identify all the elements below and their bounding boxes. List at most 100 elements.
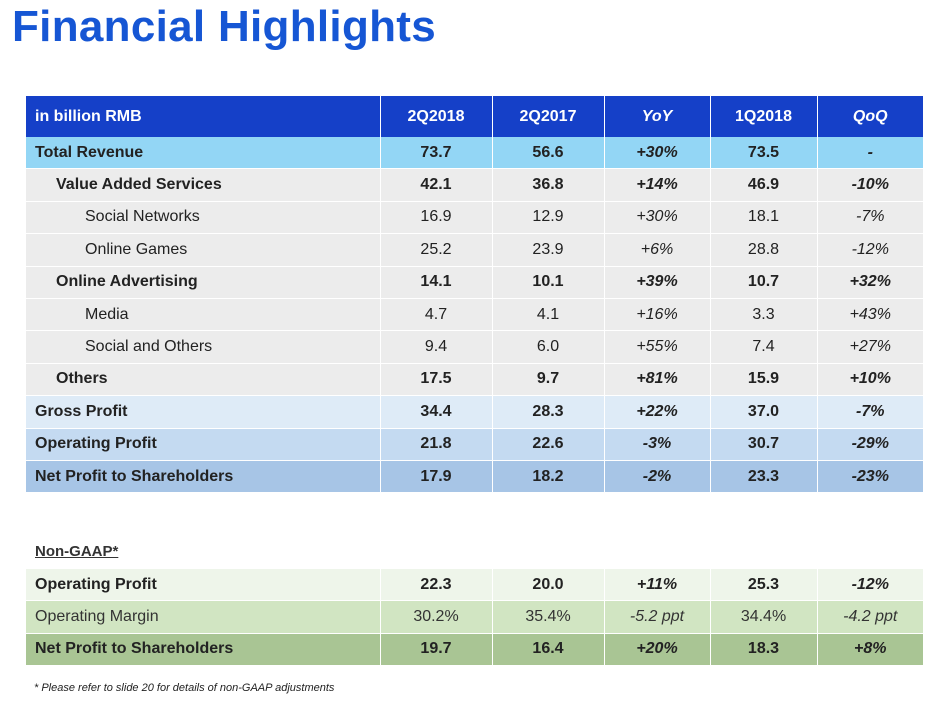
cell-yoy: -2% bbox=[604, 460, 711, 494]
financial-highlights-table: in billion RMB 2Q2018 2Q2017 YoY 1Q2018 … bbox=[26, 96, 923, 494]
cell-2q2018: 9.4 bbox=[380, 330, 493, 364]
cell-1q2018: 7.4 bbox=[710, 330, 818, 364]
row-label: Value Added Services bbox=[26, 168, 381, 202]
cell-qoq: +32% bbox=[817, 266, 923, 299]
cell-1q2018: 18.3 bbox=[710, 633, 818, 667]
header-2q2018: 2Q2018 bbox=[380, 96, 493, 137]
cell-2q2018: 22.3 bbox=[380, 569, 493, 602]
cell-yoy: +16% bbox=[604, 298, 711, 332]
cell-qoq: +8% bbox=[817, 633, 923, 667]
row-online-advertising: Online Advertising 14.1 10.1 +39% 10.7 +… bbox=[26, 266, 923, 299]
row-label: Operating Profit bbox=[26, 428, 381, 461]
cell-yoy: +30% bbox=[604, 201, 711, 235]
cell-2q2018: 25.2 bbox=[380, 233, 493, 267]
cell-2q2017: 4.1 bbox=[492, 298, 605, 332]
cell-1q2018: 3.3 bbox=[710, 298, 818, 332]
row-label: Online Games bbox=[26, 233, 381, 267]
cell-1q2018: 46.9 bbox=[710, 168, 818, 202]
cell-2q2017: 10.1 bbox=[492, 266, 605, 299]
cell-2q2017: 56.6 bbox=[492, 137, 605, 170]
cell-2q2017: 20.0 bbox=[492, 569, 605, 602]
cell-1q2018: 25.3 bbox=[710, 569, 818, 602]
cell-2q2018: 16.9 bbox=[380, 201, 493, 235]
cell-1q2018: 37.0 bbox=[710, 395, 818, 429]
cell-2q2018: 14.1 bbox=[380, 266, 493, 299]
cell-yoy: -3% bbox=[604, 428, 711, 461]
row-ng-net-profit: Net Profit to Shareholders 19.7 16.4 +20… bbox=[26, 633, 923, 667]
cell-2q2017: 22.6 bbox=[492, 428, 605, 461]
header-yoy: YoY bbox=[604, 96, 711, 137]
cell-yoy: +55% bbox=[604, 330, 711, 364]
cell-2q2017: 35.4% bbox=[492, 600, 605, 634]
cell-2q2018: 42.1 bbox=[380, 168, 493, 202]
cell-qoq: -7% bbox=[817, 201, 923, 235]
cell-qoq: -12% bbox=[817, 569, 923, 602]
cell-1q2018: 73.5 bbox=[710, 137, 818, 170]
cell-2q2017: 18.2 bbox=[492, 460, 605, 494]
row-gross-profit: Gross Profit 34.4 28.3 +22% 37.0 -7% bbox=[26, 395, 923, 429]
row-label: Net Profit to Shareholders bbox=[26, 460, 381, 494]
row-label: Operating Margin bbox=[26, 600, 381, 634]
cell-1q2018: 28.8 bbox=[710, 233, 818, 267]
cell-qoq: -29% bbox=[817, 428, 923, 461]
row-label: Social Networks bbox=[26, 201, 381, 235]
cell-2q2018: 19.7 bbox=[380, 633, 493, 667]
row-media: Media 4.7 4.1 +16% 3.3 +43% bbox=[26, 298, 923, 332]
cell-yoy: -5.2 ppt bbox=[604, 600, 711, 634]
cell-2q2018: 4.7 bbox=[380, 298, 493, 332]
cell-2q2018: 34.4 bbox=[380, 395, 493, 429]
cell-2q2018: 30.2% bbox=[380, 600, 493, 634]
row-label: Gross Profit bbox=[26, 395, 381, 429]
header-2q2017: 2Q2017 bbox=[492, 96, 605, 137]
cell-yoy: +6% bbox=[604, 233, 711, 267]
cell-yoy: +14% bbox=[604, 168, 711, 202]
row-online-games: Online Games 25.2 23.9 +6% 28.8 -12% bbox=[26, 233, 923, 267]
cell-2q2018: 17.5 bbox=[380, 363, 493, 397]
cell-qoq: -10% bbox=[817, 168, 923, 202]
cell-2q2017: 9.7 bbox=[492, 363, 605, 397]
cell-2q2017: 28.3 bbox=[492, 395, 605, 429]
row-social-and-others: Social and Others 9.4 6.0 +55% 7.4 +27% bbox=[26, 330, 923, 364]
cell-yoy: +30% bbox=[604, 137, 711, 170]
header-qoq: QoQ bbox=[817, 96, 923, 137]
row-value-added-services: Value Added Services 42.1 36.8 +14% 46.9… bbox=[26, 168, 923, 202]
cell-2q2017: 16.4 bbox=[492, 633, 605, 667]
cell-qoq: +27% bbox=[817, 330, 923, 364]
cell-1q2018: 23.3 bbox=[710, 460, 818, 494]
non-gaap-label: Non-GAAP* bbox=[35, 543, 119, 560]
cell-2q2017: 23.9 bbox=[492, 233, 605, 267]
row-label: Others bbox=[26, 363, 381, 397]
row-label: Net Profit to Shareholders bbox=[26, 633, 381, 667]
row-operating-profit: Operating Profit 21.8 22.6 -3% 30.7 -29% bbox=[26, 428, 923, 461]
cell-qoq: -7% bbox=[817, 395, 923, 429]
header-1q2018: 1Q2018 bbox=[710, 96, 818, 137]
row-label: Total Revenue bbox=[26, 137, 381, 170]
row-label: Online Advertising bbox=[26, 266, 381, 299]
cell-2q2017: 12.9 bbox=[492, 201, 605, 235]
cell-1q2018: 34.4% bbox=[710, 600, 818, 634]
row-total-revenue: Total Revenue 73.7 56.6 +30% 73.5 - bbox=[26, 137, 923, 170]
cell-1q2018: 18.1 bbox=[710, 201, 818, 235]
row-label: Social and Others bbox=[26, 330, 381, 364]
cell-2q2018: 17.9 bbox=[380, 460, 493, 494]
cell-yoy: +11% bbox=[604, 569, 711, 602]
cell-yoy: +39% bbox=[604, 266, 711, 299]
row-label: Media bbox=[26, 298, 381, 332]
cell-2q2018: 21.8 bbox=[380, 428, 493, 461]
cell-1q2018: 15.9 bbox=[710, 363, 818, 397]
cell-2q2017: 6.0 bbox=[492, 330, 605, 364]
header-unit: in billion RMB bbox=[26, 96, 381, 137]
row-others: Others 17.5 9.7 +81% 15.9 +10% bbox=[26, 363, 923, 397]
row-ng-operating-margin: Operating Margin 30.2% 35.4% -5.2 ppt 34… bbox=[26, 600, 923, 634]
cell-qoq: +10% bbox=[817, 363, 923, 397]
cell-2q2018: 73.7 bbox=[380, 137, 493, 170]
cell-2q2017: 36.8 bbox=[492, 168, 605, 202]
non-gaap-table: Operating Profit 22.3 20.0 +11% 25.3 -12… bbox=[26, 569, 923, 667]
cell-qoq: -4.2 ppt bbox=[817, 600, 923, 634]
table-header-row: in billion RMB 2Q2018 2Q2017 YoY 1Q2018 … bbox=[26, 96, 923, 137]
cell-qoq: - bbox=[817, 137, 923, 170]
cell-yoy: +20% bbox=[604, 633, 711, 667]
cell-qoq: -23% bbox=[817, 460, 923, 494]
row-label: Operating Profit bbox=[26, 569, 381, 602]
row-ng-operating-profit: Operating Profit 22.3 20.0 +11% 25.3 -12… bbox=[26, 569, 923, 602]
